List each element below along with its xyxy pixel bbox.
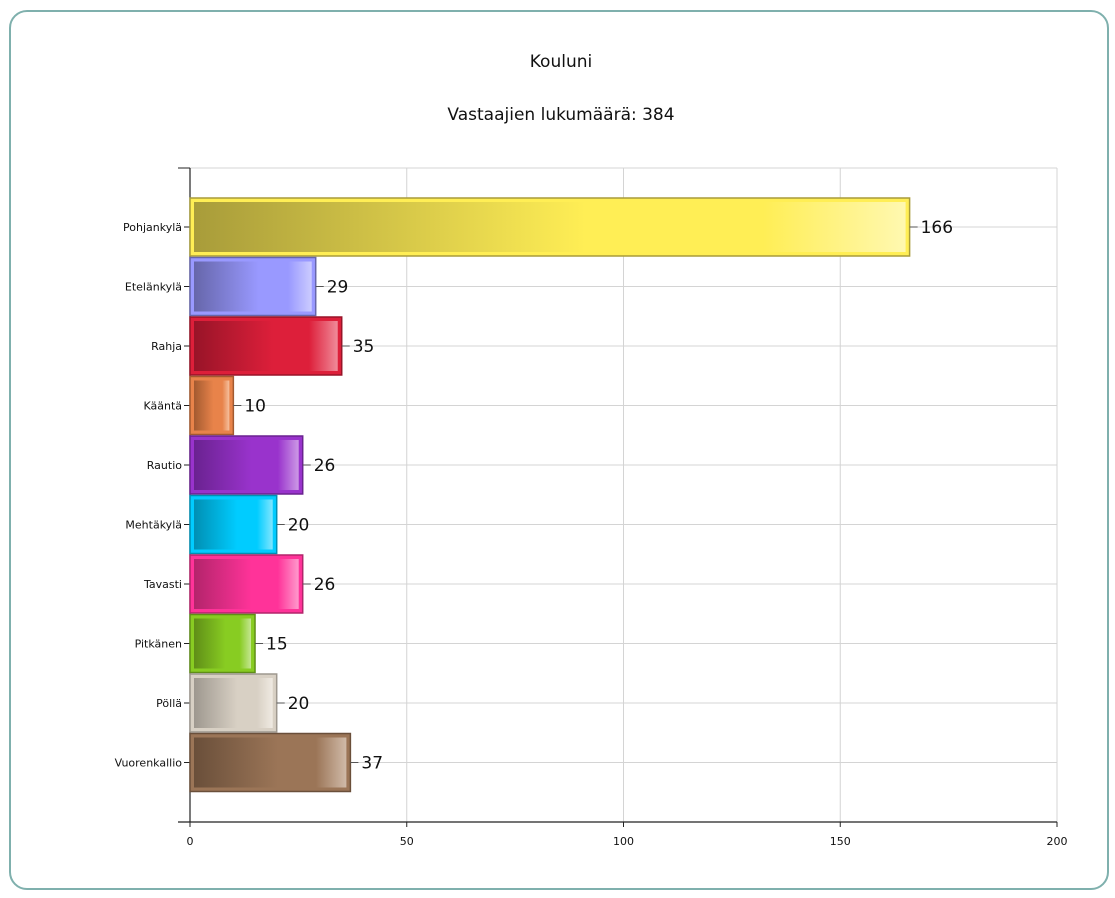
category-label: Rahja [151,340,182,353]
bar [189,494,278,555]
chart-subtitle: Vastaajien lukumäärä: 384 [447,105,674,125]
data-labels: 166 29 35 10 26 20 26 15 20 37 [233,218,953,774]
category-label: Pitkänen [135,638,182,651]
data-label: 15 [266,635,288,655]
bar [189,197,911,257]
x-tick-label: 200 [1047,835,1068,848]
bar [189,375,235,436]
chart-title: Kouluni [530,52,592,72]
category-label: Tavasti [143,578,182,591]
data-label: 29 [327,278,349,298]
bar [189,613,256,674]
x-tick-label: 150 [830,835,851,848]
bar-fill [194,678,273,728]
category-label: Rautio [147,459,182,472]
bar-fill [194,618,252,669]
bar-fill [194,440,299,490]
bar [189,435,304,495]
bar-fill [194,261,312,312]
bar-fill [194,499,273,550]
bar-fill [194,202,906,252]
bar [189,316,343,376]
bar [189,256,317,317]
bar-fill [194,559,299,609]
bar-fill [194,737,347,788]
bar-fill [194,380,230,431]
bars [189,197,911,793]
data-label: 35 [353,337,375,357]
x-tick-label: 0 [187,835,194,848]
bar [189,732,352,793]
grid-lines [190,167,1058,822]
category-label: Pöllä [156,697,182,710]
data-label: 20 [288,516,310,536]
category-label: Kääntä [143,400,182,413]
data-label: 26 [314,575,336,595]
x-tick-label: 50 [400,835,414,848]
category-label: Pohjankylä [123,221,182,234]
bar [189,554,304,614]
x-tick-label: 100 [613,835,634,848]
data-label: 37 [361,754,383,774]
data-label: 10 [244,397,266,417]
data-label: 166 [921,218,953,238]
data-label: 20 [288,694,310,714]
category-label: Mehtäkylä [125,519,182,532]
category-label: Etelänkylä [125,281,182,294]
bar-fill [194,321,338,371]
axes: 0 50 100 150 200 Pohjankylä Etelänkylä Rahja Kää… [115,167,1068,848]
category-label: Vuorenkallio [115,757,183,770]
bar [189,673,278,733]
data-label: 26 [314,456,336,476]
